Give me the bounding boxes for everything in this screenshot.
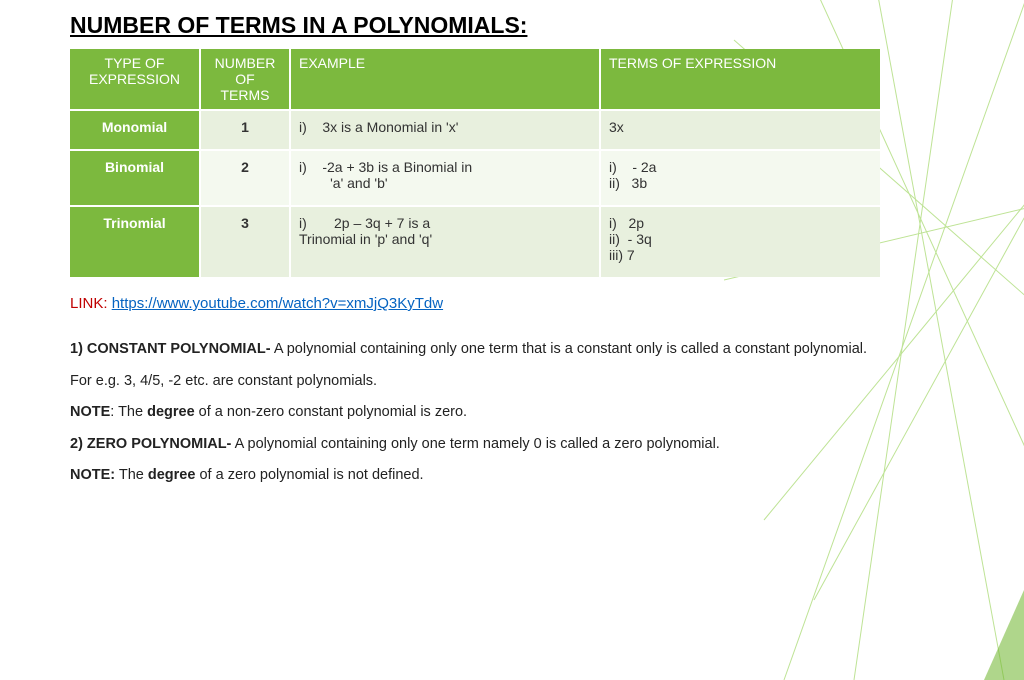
link-line: LINK: https://www.youtube.com/watch?v=xm… [70,295,964,312]
link-label: LINK: [70,295,108,312]
table-row: Monomial 1 i) 3x is a Monomial in 'x' 3x [70,110,880,150]
cell-terms: i) - 2a ii) 3b [600,150,880,206]
cell-example: i) 3x is a Monomial in 'x' [290,110,600,150]
para-constant-polynomial: 1) CONSTANT POLYNOMIAL- A polynomial con… [70,340,890,360]
cell-type: Monomial [70,110,200,150]
para-note-constant: NOTE: The degree of a non-zero constant … [70,403,890,423]
cell-example: i) -2a + 3b is a Binomial in 'a' and 'b' [290,150,600,206]
col-header-terms: TERMS OF EXPRESSION [600,49,880,110]
table-row: Binomial 2 i) -2a + 3b is a Binomial in … [70,150,880,206]
cell-number: 1 [200,110,290,150]
table-row: Trinomial 3 i) 2p – 3q + 7 is a Trinomia… [70,206,880,277]
para-note-zero: NOTE: The degree of a zero polynomial is… [70,466,890,486]
slide-title: NUMBER OF TERMS IN A POLYNOMIALS: [70,12,964,39]
col-header-number: NUMBER OF TERMS [200,49,290,110]
cell-example: i) 2p – 3q + 7 is a Trinomial in 'p' and… [290,206,600,277]
polynomial-terms-table: TYPE OF EXPRESSION NUMBER OF TERMS EXAMP… [70,49,880,277]
col-header-example: EXAMPLE [290,49,600,110]
body-text: 1) CONSTANT POLYNOMIAL- A polynomial con… [70,340,890,486]
para-constant-examples: For e.g. 3, 4/5, -2 etc. are constant po… [70,372,890,392]
cell-terms: i) 2p ii) - 3q iii) 7 [600,206,880,277]
cell-type: Binomial [70,150,200,206]
cell-number: 2 [200,150,290,206]
cell-terms: 3x [600,110,880,150]
para-zero-polynomial: 2) ZERO POLYNOMIAL- A polynomial contain… [70,435,890,455]
col-header-type: TYPE OF EXPRESSION [70,49,200,110]
cell-type: Trinomial [70,206,200,277]
cell-number: 3 [200,206,290,277]
youtube-link[interactable]: https://www.youtube.com/watch?v=xmJjQ3Ky… [112,295,443,312]
